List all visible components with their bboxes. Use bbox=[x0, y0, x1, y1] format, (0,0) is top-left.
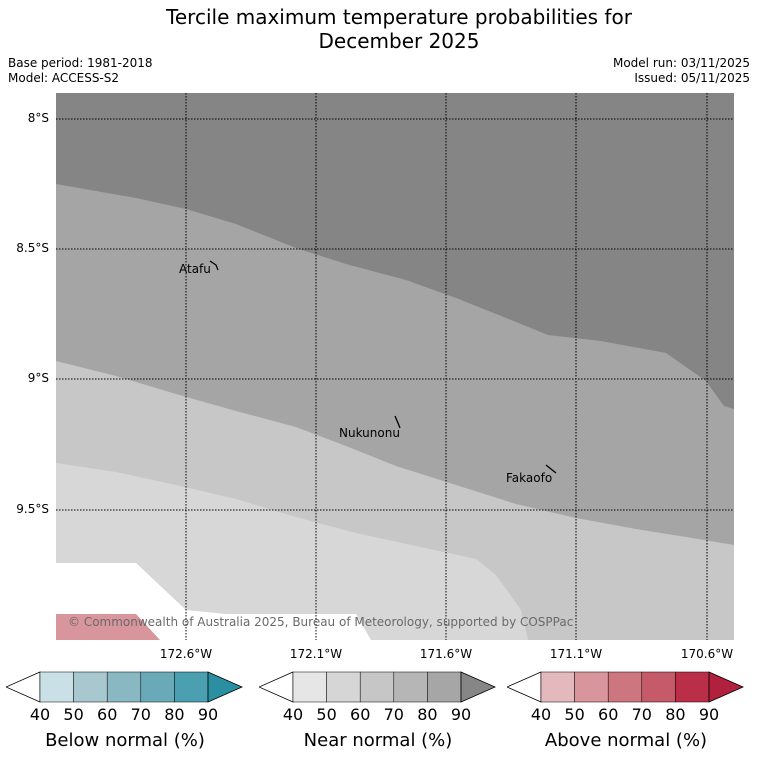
colorbar-above-segment bbox=[675, 671, 710, 703]
lon-label-172-6w: 172.6°W bbox=[159, 647, 213, 661]
colorbar-above-segment bbox=[607, 671, 643, 703]
atafu-atoll-icon bbox=[209, 260, 219, 271]
colorbar-above-tick: 40 bbox=[530, 705, 552, 724]
lon-label-171-1w: 171.1°W bbox=[549, 647, 603, 661]
lat-label-9-5s: 9.5°S bbox=[16, 502, 49, 516]
colorbar-near-tick: 90 bbox=[450, 705, 472, 724]
nukunonu-atoll-icon bbox=[394, 415, 401, 429]
colorbar-near-tick: 70 bbox=[383, 705, 404, 724]
colorbar-title-near: Near normal (%) bbox=[303, 730, 453, 751]
lat-label-8s: 8°S bbox=[27, 111, 49, 125]
colorbar-title-above: Above normal (%) bbox=[544, 730, 708, 751]
colorbar-above-tick: 50 bbox=[564, 705, 585, 724]
colorbar-near-tick: 40 bbox=[282, 705, 304, 724]
colorbar-below-tick: 60 bbox=[97, 705, 118, 724]
lon-label-172-1w: 172.1°W bbox=[289, 647, 343, 661]
colorbar-near-tick: 80 bbox=[417, 705, 438, 724]
colorbar-near-extend-low bbox=[259, 671, 294, 703]
colorbar-near-normal bbox=[259, 671, 496, 703]
colorbar-below-extend-low bbox=[6, 671, 41, 703]
colorbar-near-tick: 50 bbox=[316, 705, 337, 724]
colorbar-near-tick: 60 bbox=[350, 705, 371, 724]
place-label-nukunonu: Nukunonu bbox=[339, 426, 400, 440]
colorbar-below-segment bbox=[106, 671, 142, 703]
copyright-notice: © Commonwealth of Australia 2025, Bureau… bbox=[68, 615, 573, 629]
colorbar-above-segment bbox=[540, 671, 575, 703]
colorbar-below-segment bbox=[73, 671, 108, 703]
colorbar-below-tick: 80 bbox=[164, 705, 185, 724]
colorbar-above-tick: 90 bbox=[698, 705, 720, 724]
base-period: Base period: 1981-2018 bbox=[8, 56, 153, 70]
model-run: Model run: 03/11/2025 bbox=[612, 56, 750, 70]
map-title: Tercile maximum temperature probabilitie… bbox=[0, 5, 758, 53]
title-line-1: Tercile maximum temperature probabilitie… bbox=[166, 5, 632, 29]
graticule bbox=[56, 93, 734, 640]
colorbar-below-segment bbox=[174, 671, 209, 703]
colorbar-above-extend-high bbox=[708, 671, 744, 703]
colorbar-near-segment bbox=[326, 671, 361, 703]
lon-label-171-6w: 171.6°W bbox=[419, 647, 473, 661]
colorbar-below-segment bbox=[39, 671, 74, 703]
colorbar-near-segment bbox=[393, 671, 428, 703]
fakaofo-atoll-icon bbox=[545, 464, 557, 474]
meta-left: Base period: 1981-2018 Model: ACCESS-S2 bbox=[8, 56, 153, 86]
colorbar-below-tick: 90 bbox=[197, 705, 219, 724]
colorbar-below-normal bbox=[6, 671, 243, 703]
colorbar-below-tick: 50 bbox=[63, 705, 84, 724]
map-panel: Atafu Nukunonu Fakaofo © Commonwealth of… bbox=[56, 93, 734, 640]
colorbar-below-tick: 40 bbox=[29, 705, 51, 724]
colorbar-near-segment bbox=[292, 671, 327, 703]
near-normal-60-region bbox=[56, 463, 528, 640]
colorbar-below-extend-high bbox=[207, 671, 243, 703]
model-name: Model: ACCESS-S2 bbox=[8, 71, 120, 85]
issued-date: Issued: 05/11/2025 bbox=[634, 71, 750, 85]
lat-label-9s: 9°S bbox=[27, 371, 49, 385]
lat-label-8-5s: 8.5°S bbox=[16, 241, 49, 255]
above-normal-50-region bbox=[56, 614, 160, 640]
colorbar-above-normal bbox=[507, 671, 744, 703]
colorbar-title-below: Below normal (%) bbox=[45, 730, 205, 751]
place-label-atafu: Atafu bbox=[179, 262, 211, 276]
colorbar-above-tick: 80 bbox=[665, 705, 686, 724]
colorbar-above-tick: 60 bbox=[598, 705, 619, 724]
lon-label-170-6w: 170.6°W bbox=[680, 647, 734, 661]
colorbar-above-segment bbox=[641, 671, 676, 703]
colorbar-near-extend-high bbox=[460, 671, 496, 703]
colorbar-near-segment bbox=[359, 671, 395, 703]
colorbar-below-tick: 70 bbox=[130, 705, 151, 724]
colorbar-above-tick: 70 bbox=[631, 705, 652, 724]
colorbar-above-extend-low bbox=[507, 671, 542, 703]
place-label-fakaofo: Fakaofo bbox=[506, 471, 552, 485]
colorbar-below-segment bbox=[140, 671, 175, 703]
title-line-2: December 2025 bbox=[318, 29, 480, 53]
colorbar-above-segment bbox=[574, 671, 609, 703]
meta-right: Model run: 03/11/2025 Issued: 05/11/2025 bbox=[613, 56, 750, 86]
colorbar-near-segment bbox=[427, 671, 462, 703]
